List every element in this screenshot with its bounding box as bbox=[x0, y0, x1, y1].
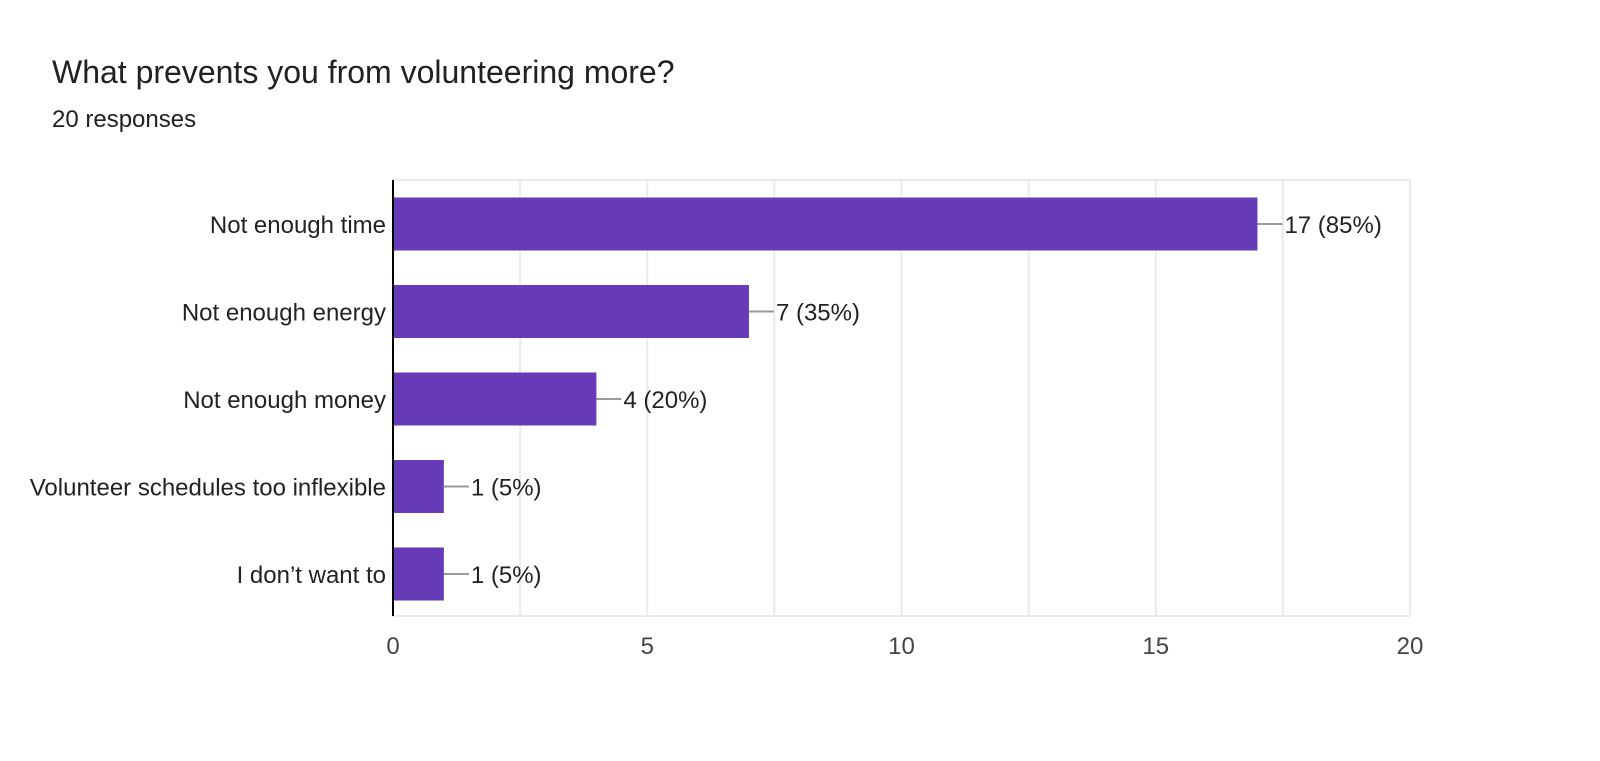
response-count: 20 responses bbox=[52, 106, 197, 133]
bar bbox=[393, 197, 1258, 251]
value-label: 1 (5%) bbox=[471, 562, 542, 589]
x-tick-label: 5 bbox=[641, 633, 654, 660]
value-label: 1 (5%) bbox=[471, 475, 542, 502]
value-label: 4 (20%) bbox=[623, 387, 707, 414]
category-label: Volunteer schedules too inflexible bbox=[30, 475, 386, 502]
category-label: Not enough money bbox=[183, 387, 386, 414]
bar bbox=[393, 460, 444, 513]
category-label: Not enough energy bbox=[182, 300, 386, 327]
value-label: 7 (35%) bbox=[776, 300, 860, 327]
category-label: Not enough time bbox=[210, 212, 386, 239]
value-label: 17 (85%) bbox=[1284, 212, 1381, 239]
x-tick-label: 15 bbox=[1142, 633, 1169, 660]
x-tick-label: 20 bbox=[1397, 633, 1424, 660]
bar bbox=[393, 372, 597, 426]
bar bbox=[393, 285, 749, 338]
x-tick-label: 0 bbox=[386, 633, 399, 660]
bar bbox=[393, 547, 444, 601]
labels: 17 (85%) Not enough time 7 (35%) Not enough… bbox=[30, 212, 1382, 589]
category-label: I don’t want to bbox=[237, 562, 386, 589]
x-tick-label: 10 bbox=[888, 633, 915, 660]
bars bbox=[392, 180, 1283, 616]
chart-title: What prevents you from volunteering more… bbox=[52, 54, 675, 90]
x-axis-ticks: 0 5 10 15 20 bbox=[386, 633, 1423, 660]
